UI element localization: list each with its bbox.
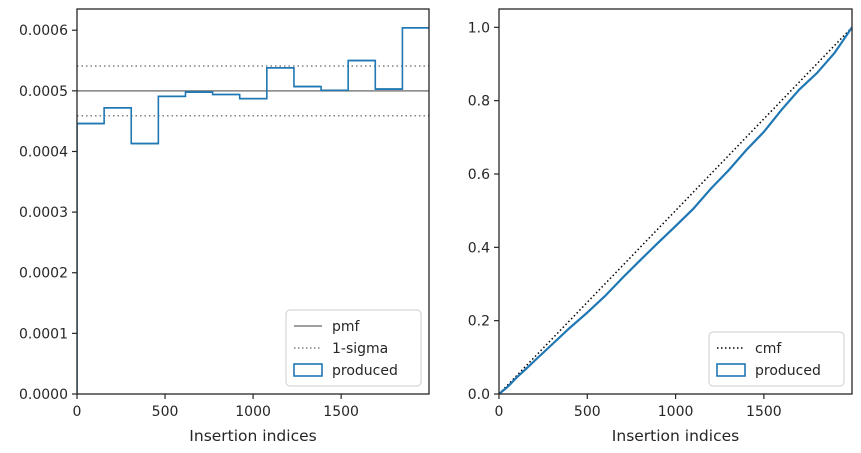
y-tick-label: 1.0: [468, 20, 490, 36]
cumulative-point-7: [568, 327, 571, 329]
y-tick-label: 0.0002: [19, 266, 68, 282]
legend-box: [285, 309, 422, 387]
legend-label-produced: produced: [332, 363, 398, 379]
plot-area: [77, 26, 429, 394]
y-tick-label: 0.0004: [19, 144, 68, 160]
y-tick-label: 0.8: [468, 94, 490, 110]
cumulative-point-5: [533, 360, 536, 362]
cumulative-point-9: [604, 295, 606, 297]
cumulative-point-16: [727, 169, 730, 172]
y-tick-label: 0.0000: [19, 387, 68, 403]
cumulative-point-14: [692, 207, 695, 210]
x-tick-label: 1000: [658, 404, 694, 420]
legend-box: [708, 331, 845, 387]
y-tick-label: 0.2: [468, 314, 490, 330]
x-tick-label: 1500: [323, 404, 359, 420]
x-axis-label: Insertion indices: [189, 427, 316, 445]
cumulative-point-6: [551, 343, 553, 346]
y-tick-label: 0.0005: [19, 84, 68, 100]
cumulative-point-2: [506, 385, 509, 388]
y-tick-label: 0.0: [468, 387, 490, 403]
chart-panel-1: 0 500 1000 1500 0.0000 0.0001 0.0002 0.0003 0.00…: [19, 8, 430, 445]
x-tick-label: 0: [73, 404, 82, 420]
y-tick-label: 0.4: [468, 240, 490, 256]
cumulative-point-18: [762, 130, 765, 133]
legend-label-pmf: pmf: [332, 319, 361, 335]
legend-label-produced: produced: [755, 363, 821, 379]
legend-label-cmf: cmf: [755, 341, 782, 357]
cmf-line: [499, 26, 852, 394]
y-tick-label: 0.6: [468, 167, 490, 183]
cumulative-point-10: [621, 276, 624, 279]
legend: pmf 1-sigma produced: [285, 309, 422, 387]
cumulative-point-13: [674, 225, 677, 227]
legend: cmf produced: [708, 331, 845, 387]
cumulative-point-20: [798, 88, 801, 91]
legend-swatch-produced: [716, 363, 746, 377]
cumulative-point-11: [639, 259, 642, 262]
x-tick-label: 1000: [235, 404, 271, 420]
cumulative-point-3: [515, 376, 518, 379]
x-tick-label: 500: [152, 404, 179, 420]
y-tick-label: 0.0001: [19, 326, 68, 342]
cumulative-point-4: [524, 368, 527, 371]
cumulative-point-19: [780, 108, 783, 111]
cumulative-point-22: [833, 52, 836, 54]
cumulative-point-12: [657, 242, 659, 244]
x-tick-label: 0: [495, 404, 504, 420]
legend-swatch-produced: [293, 363, 323, 377]
cumulative-point-8: [586, 311, 589, 314]
cumulative-point-21: [815, 72, 818, 75]
x-tick-label: 1500: [746, 404, 782, 420]
legend-label-1-sigma: 1-sigma: [332, 341, 388, 357]
cumulative-point-15: [710, 187, 712, 190]
y-tick-label: 0.0003: [19, 205, 68, 221]
chart-panel-2: 0 500 1000 1500 0.0 0.2 0.4 0.6 0.8 1.0 Insertion …: [468, 8, 853, 445]
x-axis-label: Insertion indices: [612, 427, 739, 445]
y-tick-label: 0.0006: [19, 23, 68, 39]
x-tick-label: 500: [574, 404, 601, 420]
cumulative-point-17: [745, 149, 748, 152]
